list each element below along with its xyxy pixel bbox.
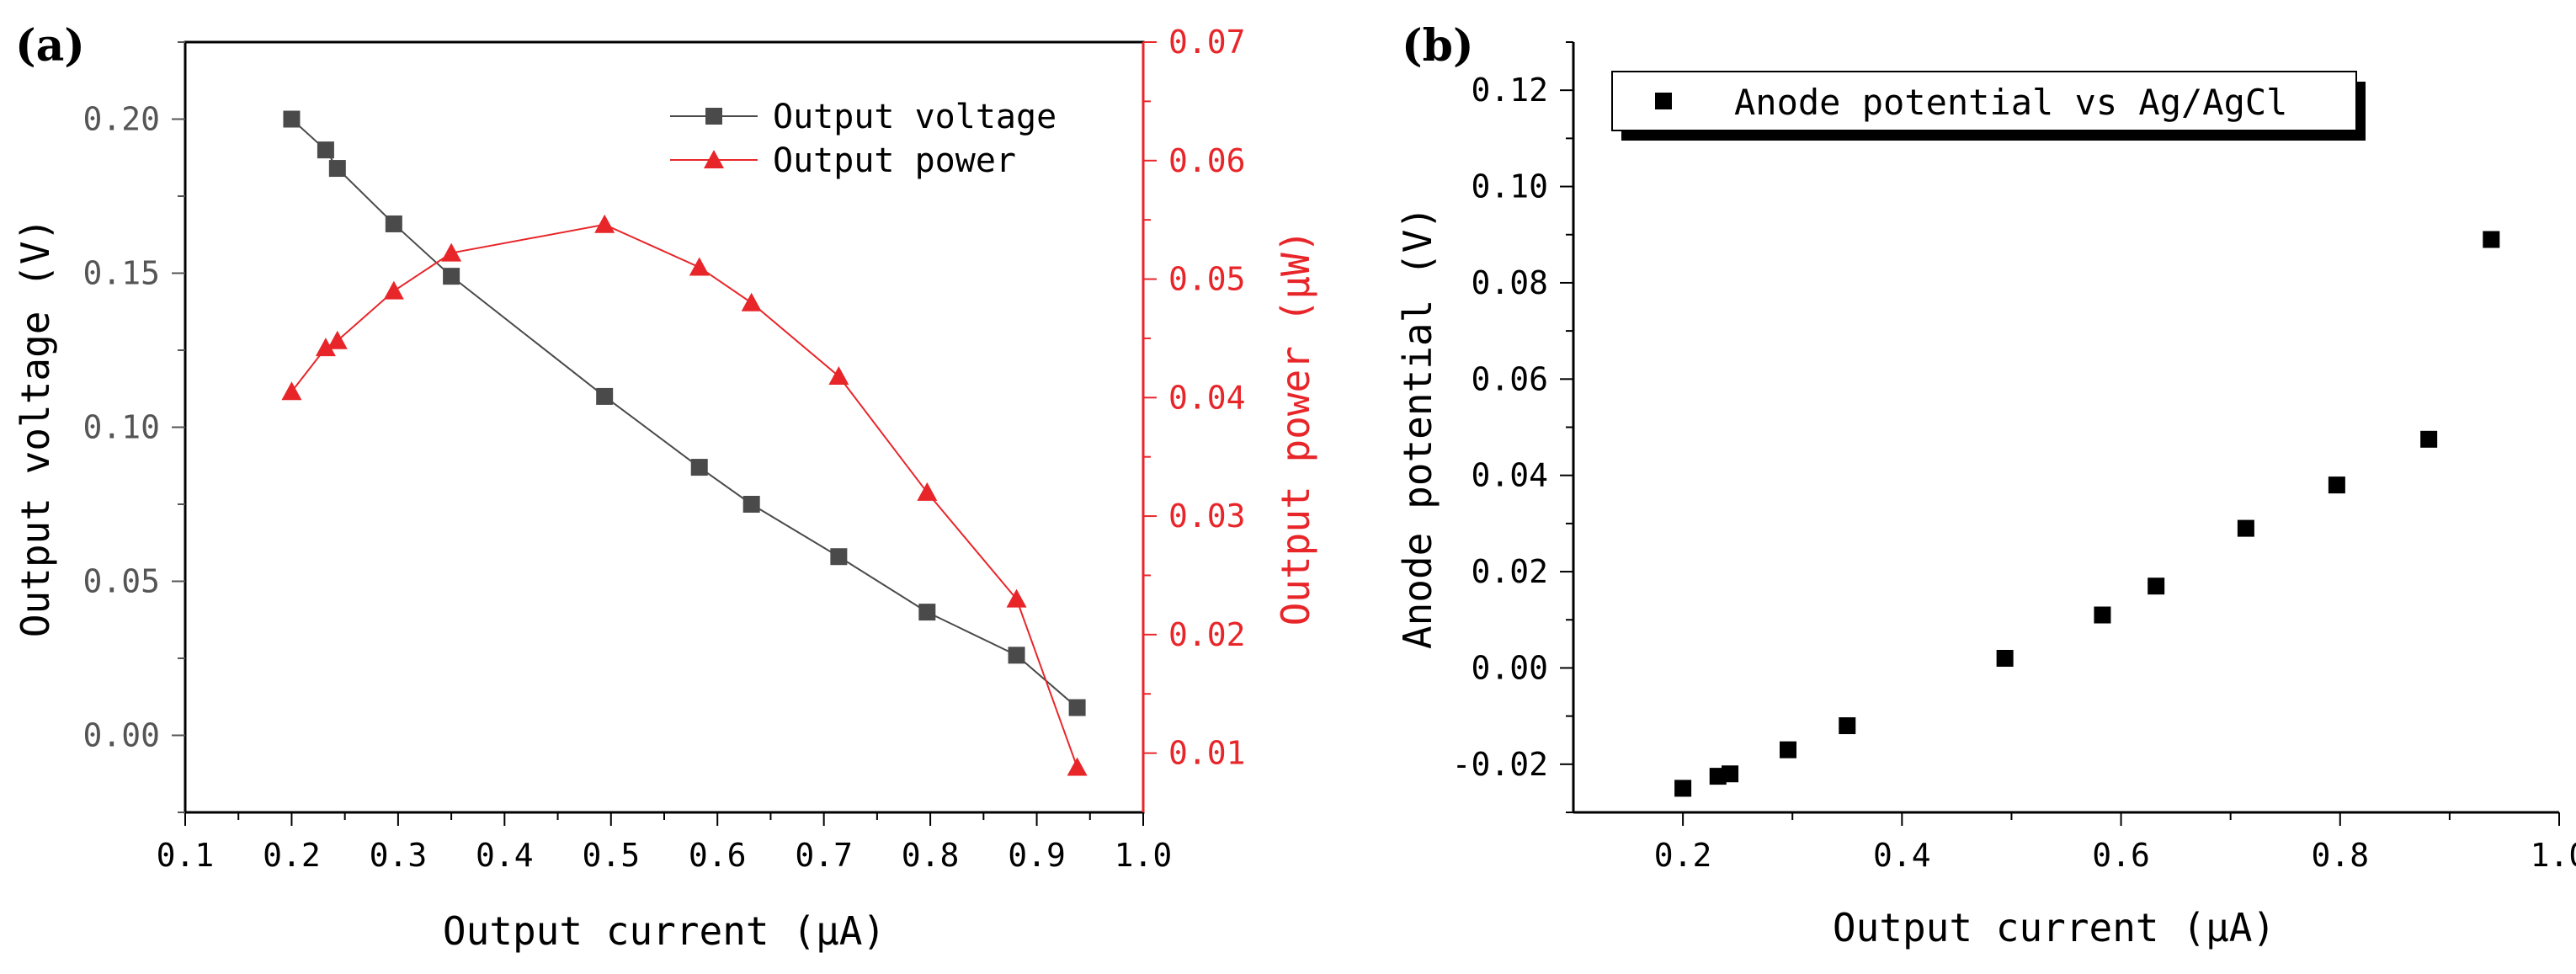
legend-power-triangle-icon bbox=[704, 150, 724, 168]
x-tick-label: 0.2 bbox=[263, 837, 321, 874]
anode-point bbox=[2328, 476, 2345, 494]
voltage-point bbox=[1008, 647, 1025, 664]
y-right-tick-label: 0.02 bbox=[1168, 616, 1246, 653]
x-tick-label: 0.4 bbox=[1873, 837, 1931, 874]
anode-point bbox=[2420, 430, 2438, 448]
power-point bbox=[689, 257, 710, 276]
power-point bbox=[1067, 757, 1088, 776]
y-left-tick-label: 0.10 bbox=[82, 409, 160, 446]
anode-point bbox=[1996, 650, 2014, 667]
legend-anode-label: Anode potential vs Ag/AgCl bbox=[1734, 82, 2287, 123]
x-tick-label: 0.3 bbox=[370, 837, 428, 874]
legend-voltage-square-icon bbox=[705, 108, 722, 125]
panel-b-marks: 0.2 0.4 0.6 0.8 1.0 -0.02 0.00 0.02 0.04 0.06 0.08… bbox=[1452, 41, 2576, 874]
y-tick-label: 0.08 bbox=[1471, 264, 1548, 301]
y-right-tick-label: 0.04 bbox=[1168, 379, 1246, 416]
legend-power-label: Output power bbox=[773, 141, 1016, 180]
power-point bbox=[741, 292, 762, 311]
y-tick-label: 0.06 bbox=[1471, 360, 1548, 397]
anode-point bbox=[1674, 780, 1692, 797]
panel-a-x-axis-label: Output current (μA) bbox=[443, 908, 886, 954]
y-right-tick-label: 0.06 bbox=[1168, 142, 1246, 179]
y-left-tick-label: 0.20 bbox=[82, 101, 160, 138]
y-tick-label: -0.02 bbox=[1452, 746, 1548, 783]
x-tick-label: 0.1 bbox=[157, 837, 215, 874]
y-tick-label: 0.12 bbox=[1471, 72, 1548, 109]
power-point bbox=[594, 214, 615, 233]
y-tick-label: 0.10 bbox=[1471, 168, 1548, 205]
panel-a-marks: 0.1 0.2 0.3 0.4 0.5 0.6 0.7 0.8 0.9 1.0 0.00 0.05 0.… bbox=[82, 24, 1245, 874]
y-right-tick-label: 0.05 bbox=[1168, 261, 1246, 298]
anode-point bbox=[2148, 577, 2165, 595]
power-point bbox=[281, 381, 302, 401]
voltage-point bbox=[1068, 699, 1086, 716]
panel-b: (b) Output current (μA) Anode potential … bbox=[1395, 20, 2576, 950]
power-series-line bbox=[290, 223, 1078, 768]
power-point bbox=[828, 365, 849, 385]
voltage-point bbox=[385, 215, 402, 232]
y-right-tick-label: 0.03 bbox=[1168, 498, 1246, 535]
anode-point bbox=[1839, 717, 1856, 735]
voltage-point bbox=[690, 459, 708, 476]
x-tick-label: 0.9 bbox=[1008, 837, 1066, 874]
x-tick-label: 0.7 bbox=[795, 837, 853, 874]
x-tick-label: 0.5 bbox=[582, 837, 640, 874]
power-point bbox=[441, 242, 462, 262]
power-point bbox=[315, 338, 336, 357]
voltage-point bbox=[317, 141, 334, 159]
voltage-point bbox=[283, 110, 301, 128]
x-tick-label: 0.6 bbox=[689, 837, 747, 874]
voltage-point bbox=[328, 160, 346, 178]
voltage-point bbox=[918, 604, 936, 621]
x-tick-label: 1.0 bbox=[2531, 837, 2576, 874]
power-point bbox=[1006, 588, 1027, 608]
panel-a-y-right-axis-label: Output power (μW) bbox=[1273, 230, 1318, 626]
y-tick-label: 0.00 bbox=[1471, 649, 1548, 686]
y-right-tick-label: 0.01 bbox=[1168, 735, 1246, 772]
anode-point bbox=[2483, 231, 2500, 248]
y-left-tick-label: 0.15 bbox=[82, 255, 160, 292]
power-point bbox=[327, 330, 348, 349]
panel-b-x-axis-label: Output current (μA) bbox=[1833, 905, 2275, 950]
power-point bbox=[383, 280, 404, 300]
legend-box bbox=[1611, 71, 2357, 131]
panel-b-label: (b) bbox=[1402, 20, 1474, 72]
x-tick-label: 0.8 bbox=[2311, 837, 2369, 874]
panel-a: (a) Output current (μA) Output voltage (… bbox=[13, 20, 1318, 954]
panel-a-legend: Output voltage Output power bbox=[670, 98, 1056, 180]
y-tick-label: 0.04 bbox=[1471, 457, 1548, 494]
panel-b-legend: Anode potential vs Ag/AgCl bbox=[1611, 71, 2366, 141]
panel-b-y-axis-label: Anode potential (V) bbox=[1395, 206, 1440, 649]
y-tick-label: 0.02 bbox=[1471, 553, 1548, 590]
panel-a-y-left-axis-label: Output voltage (V) bbox=[13, 218, 58, 638]
voltage-point bbox=[596, 387, 614, 405]
x-tick-label: 0.6 bbox=[2092, 837, 2150, 874]
y-left-tick-label: 0.05 bbox=[82, 563, 160, 600]
anode-point bbox=[1722, 765, 1739, 783]
x-tick-label: 0.2 bbox=[1654, 837, 1712, 874]
x-tick-label: 1.0 bbox=[1115, 837, 1173, 874]
y-right-tick-label: 0.07 bbox=[1168, 24, 1246, 61]
legend-voltage-label: Output voltage bbox=[773, 98, 1056, 136]
voltage-point bbox=[830, 548, 848, 566]
legend-anode-square-icon bbox=[1655, 93, 1672, 109]
panel-a-label: (a) bbox=[15, 20, 85, 72]
power-point bbox=[917, 482, 938, 501]
voltage-point bbox=[742, 496, 760, 513]
y-left-tick-label: 0.00 bbox=[82, 717, 160, 754]
voltage-point bbox=[443, 268, 460, 285]
x-tick-label: 0.4 bbox=[476, 837, 534, 874]
voltage-series-line bbox=[290, 118, 1078, 709]
anode-point bbox=[2094, 606, 2111, 624]
x-tick-label: 0.8 bbox=[902, 837, 960, 874]
anode-point bbox=[1780, 741, 1797, 758]
anode-point bbox=[2237, 519, 2254, 537]
